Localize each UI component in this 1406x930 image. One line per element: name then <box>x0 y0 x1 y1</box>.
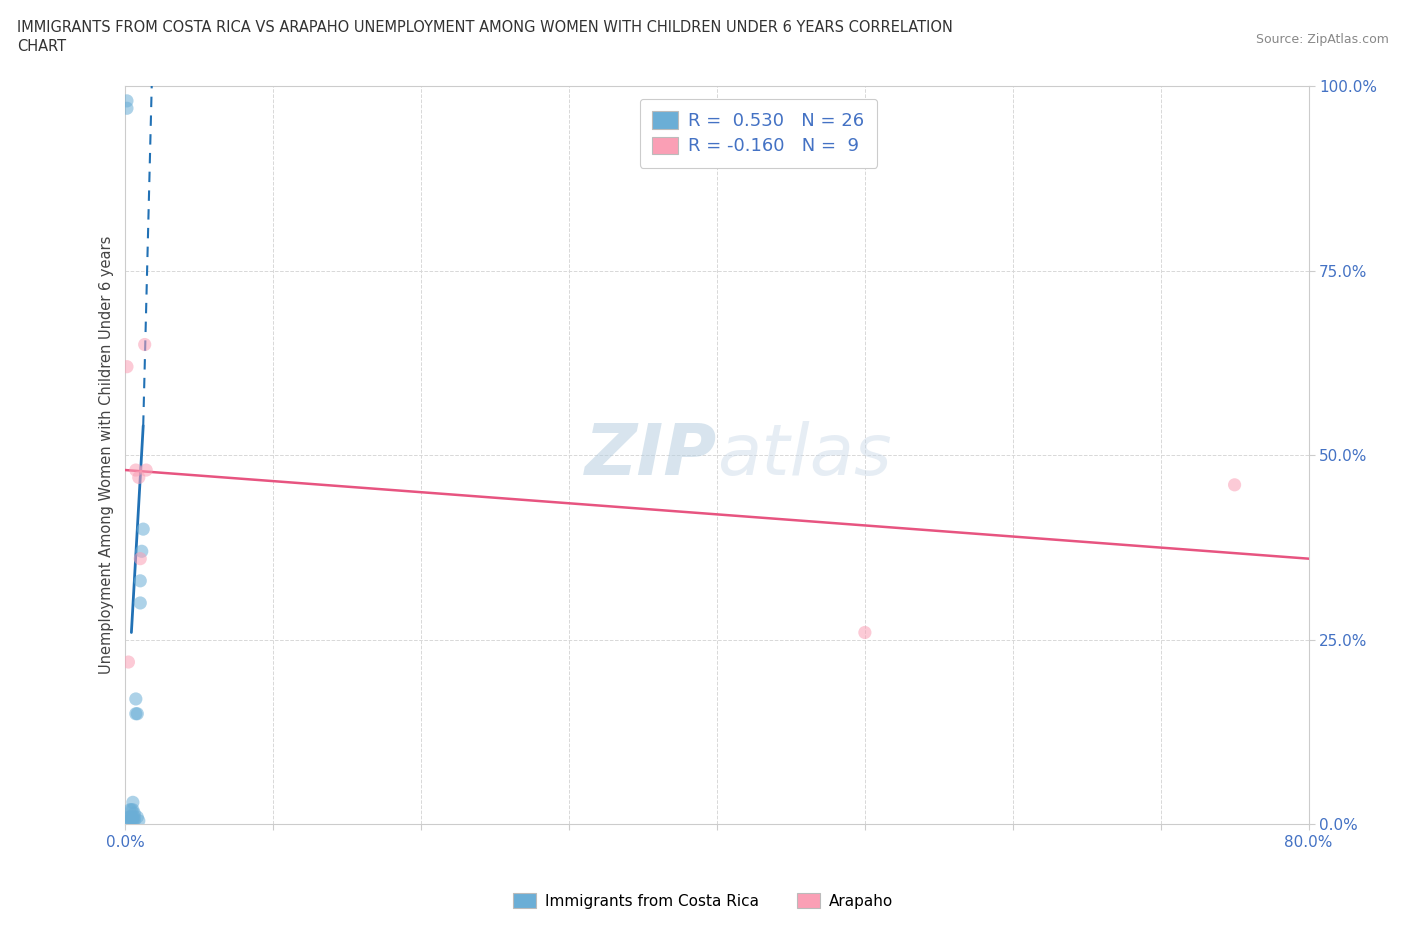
Point <box>117 814 139 829</box>
Point <box>128 814 150 829</box>
Point <box>121 810 143 825</box>
Point <box>128 470 150 485</box>
Point <box>125 692 148 707</box>
Point <box>115 359 138 374</box>
Point <box>134 337 156 352</box>
Point <box>120 810 142 825</box>
Point <box>125 462 148 477</box>
Point <box>120 814 142 829</box>
Point <box>127 810 149 825</box>
Y-axis label: Unemployment Among Women with Children Under 6 years: Unemployment Among Women with Children U… <box>100 236 114 674</box>
Point <box>135 462 157 477</box>
Point <box>117 810 139 825</box>
Point <box>117 655 139 670</box>
Point <box>124 814 146 829</box>
Point <box>121 814 143 829</box>
Point <box>129 551 152 566</box>
Point <box>115 100 138 115</box>
Text: ZIP: ZIP <box>585 420 717 490</box>
Point <box>120 803 142 817</box>
Text: IMMIGRANTS FROM COSTA RICA VS ARAPAHO UNEMPLOYMENT AMONG WOMEN WITH CHILDREN UND: IMMIGRANTS FROM COSTA RICA VS ARAPAHO UN… <box>17 20 953 35</box>
Point <box>115 93 138 108</box>
Point <box>132 522 155 537</box>
Legend: Immigrants from Costa Rica, Arapaho: Immigrants from Costa Rica, Arapaho <box>506 887 900 915</box>
Point <box>1223 477 1246 492</box>
Point <box>121 795 143 810</box>
Point <box>118 810 141 825</box>
Point <box>129 574 152 589</box>
Text: atlas: atlas <box>717 420 891 490</box>
Point <box>121 803 143 817</box>
Legend: R =  0.530   N = 26, R = -0.160   N =  9: R = 0.530 N = 26, R = -0.160 N = 9 <box>640 99 877 168</box>
Text: Source: ZipAtlas.com: Source: ZipAtlas.com <box>1256 33 1389 46</box>
Point <box>131 544 153 559</box>
Text: CHART: CHART <box>17 39 66 54</box>
Point <box>127 706 149 721</box>
Point <box>125 706 148 721</box>
Point <box>118 814 141 829</box>
Point <box>118 803 141 817</box>
Point <box>129 595 152 610</box>
Point <box>124 806 146 821</box>
Point <box>124 810 146 825</box>
Point <box>853 625 876 640</box>
